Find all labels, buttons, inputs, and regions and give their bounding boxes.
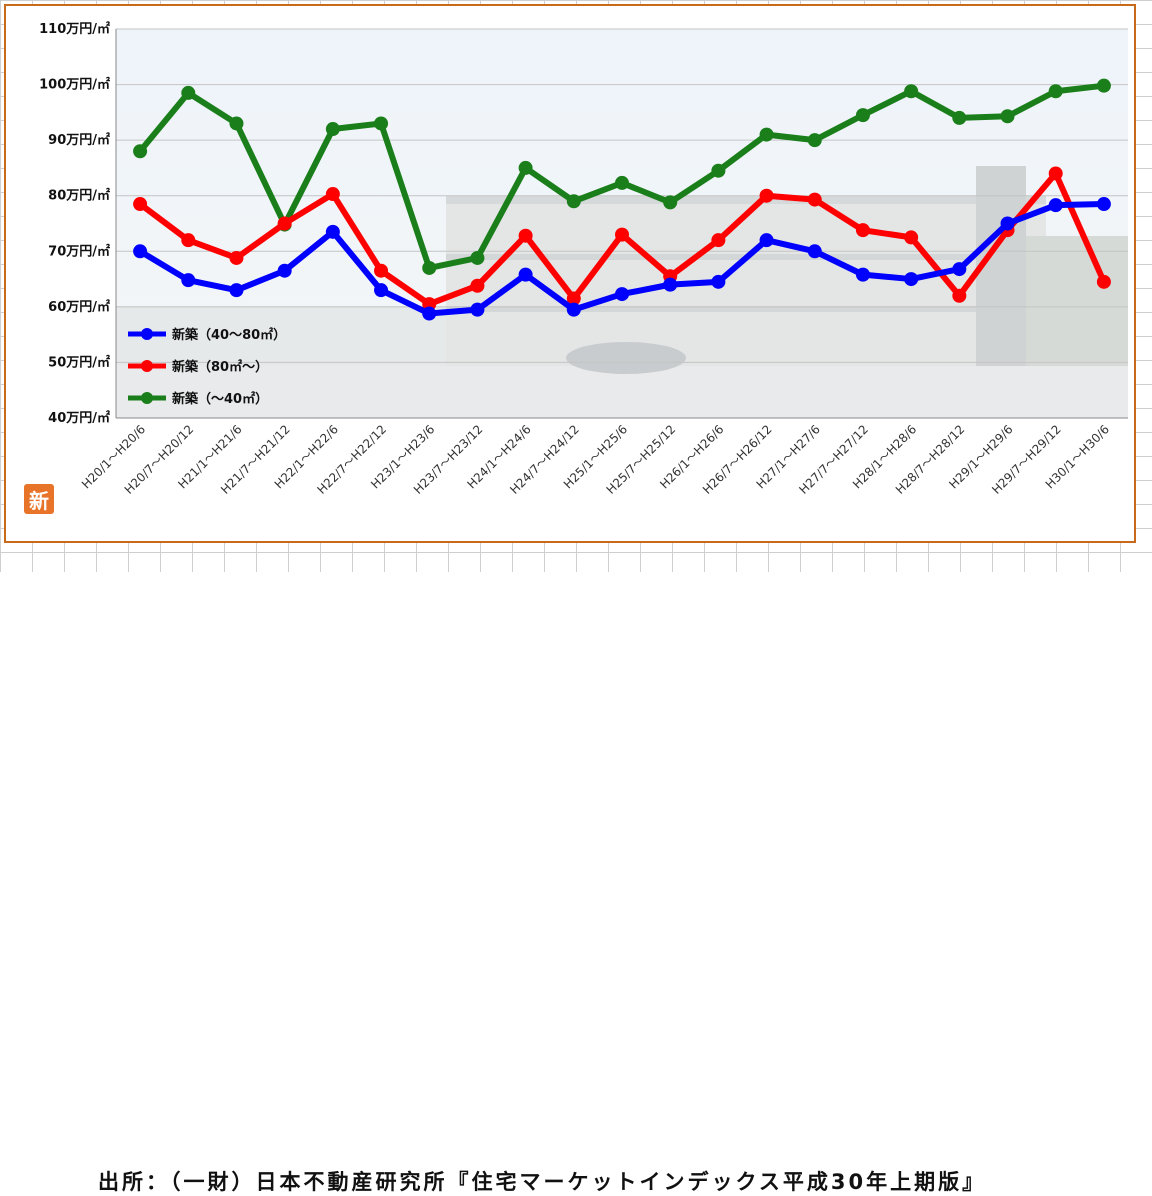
data-point: [518, 228, 533, 243]
legend-item: 新築（40～80㎡）: [128, 327, 286, 343]
data-point: [325, 187, 340, 202]
data-point: [518, 267, 533, 282]
data-point: [470, 302, 485, 317]
y-tick-label: 100万円/㎡: [39, 77, 110, 93]
data-point: [904, 84, 919, 99]
y-tick-label: 80万円/㎡: [48, 188, 110, 204]
data-point: [422, 306, 437, 321]
data-point: [133, 144, 148, 159]
data-point: [277, 216, 292, 231]
data-point: [1048, 198, 1063, 213]
x-axis: H20/1～H20/6H20/7～H20/12H21/1～H21/6H21/7～…: [79, 422, 1112, 497]
data-point: [807, 133, 822, 148]
data-point: [904, 272, 919, 287]
data-point: [711, 274, 726, 289]
source-area: 出所：（一財）日本不動産研究所『住宅マーケットインデックス平成30年上期版』: [0, 572, 1152, 1194]
series-lines: [133, 78, 1111, 321]
data-point: [1000, 109, 1015, 124]
data-point: [566, 291, 581, 306]
legend-swatch-marker: [141, 328, 153, 340]
data-point: [229, 283, 244, 298]
legend: 新築（40～80㎡） 新築（80㎡～） 新築（～40㎡）: [128, 327, 286, 407]
data-point: [374, 116, 389, 131]
chart-frame: 40万円/㎡ 50万円/㎡ 60万円/㎡ 70万円/㎡ 80万円/㎡ 90万円/㎡ 100万…: [4, 4, 1136, 543]
data-point: [1048, 84, 1063, 99]
legend-item: 新築（80㎡～）: [128, 359, 268, 375]
legend-label: 新築（80㎡～）: [172, 359, 268, 375]
data-point: [615, 287, 629, 302]
data-point: [952, 262, 967, 277]
data-point: [759, 233, 774, 248]
legend-item: 新築（～40㎡）: [128, 391, 268, 407]
data-point: [759, 127, 774, 142]
data-point: [904, 230, 919, 245]
data-point: [133, 244, 148, 259]
new-badge-icon: 新: [24, 484, 54, 514]
y-tick-label: 70万円/㎡: [48, 243, 110, 259]
legend-swatch-marker: [141, 392, 153, 404]
data-point: [663, 277, 678, 292]
data-point: [325, 224, 340, 239]
y-tick-label: 60万円/㎡: [48, 299, 110, 315]
data-point: [952, 110, 967, 125]
data-point: [855, 223, 870, 238]
data-point: [566, 194, 581, 209]
data-point: [1096, 78, 1111, 93]
y-tick-label: 50万円/㎡: [48, 354, 110, 370]
data-point: [181, 85, 196, 100]
data-point: [807, 244, 822, 259]
data-point: [374, 283, 389, 298]
data-point: [470, 278, 485, 293]
data-point: [759, 188, 774, 203]
legend-label: 新築（～40㎡）: [172, 391, 268, 407]
y-tick-label: 40万円/㎡: [48, 410, 110, 426]
data-point: [952, 288, 967, 303]
data-point: [1096, 274, 1111, 289]
data-point: [1000, 216, 1015, 231]
data-point: [615, 227, 629, 242]
data-point: [229, 116, 244, 131]
data-point: [615, 175, 629, 190]
data-point: [566, 302, 581, 317]
data-point: [133, 197, 148, 212]
data-point: [422, 260, 437, 275]
data-point: [807, 192, 822, 207]
data-point: [181, 273, 196, 288]
y-tick-label: 90万円/㎡: [48, 132, 110, 148]
data-point: [711, 163, 726, 178]
legend-swatch-marker: [141, 360, 153, 372]
data-point: [855, 267, 870, 282]
data-point: [855, 108, 870, 123]
line-chart: 40万円/㎡ 50万円/㎡ 60万円/㎡ 70万円/㎡ 80万円/㎡ 90万円/㎡ 100万…: [39, 21, 1128, 497]
data-point: [1096, 197, 1111, 212]
data-point: [518, 160, 533, 175]
legend-label: 新築（40～80㎡）: [172, 327, 286, 343]
y-axis: 40万円/㎡ 50万円/㎡ 60万円/㎡ 70万円/㎡ 80万円/㎡ 90万円/㎡ 100万…: [39, 21, 1128, 426]
data-point: [229, 250, 244, 265]
data-point: [470, 250, 485, 265]
data-point: [1048, 166, 1063, 181]
series-1a7f1a: [133, 78, 1111, 275]
source-citation: 出所：（一財）日本不動産研究所『住宅マーケットインデックス平成30年上期版』: [98, 1170, 987, 1194]
data-point: [374, 263, 389, 278]
data-point: [277, 263, 292, 278]
data-point: [663, 195, 678, 210]
data-point: [711, 233, 726, 248]
data-point: [325, 122, 340, 137]
y-tick-label: 110万円/㎡: [39, 21, 110, 37]
data-point: [181, 233, 196, 248]
series-0000ff: [133, 197, 1111, 321]
